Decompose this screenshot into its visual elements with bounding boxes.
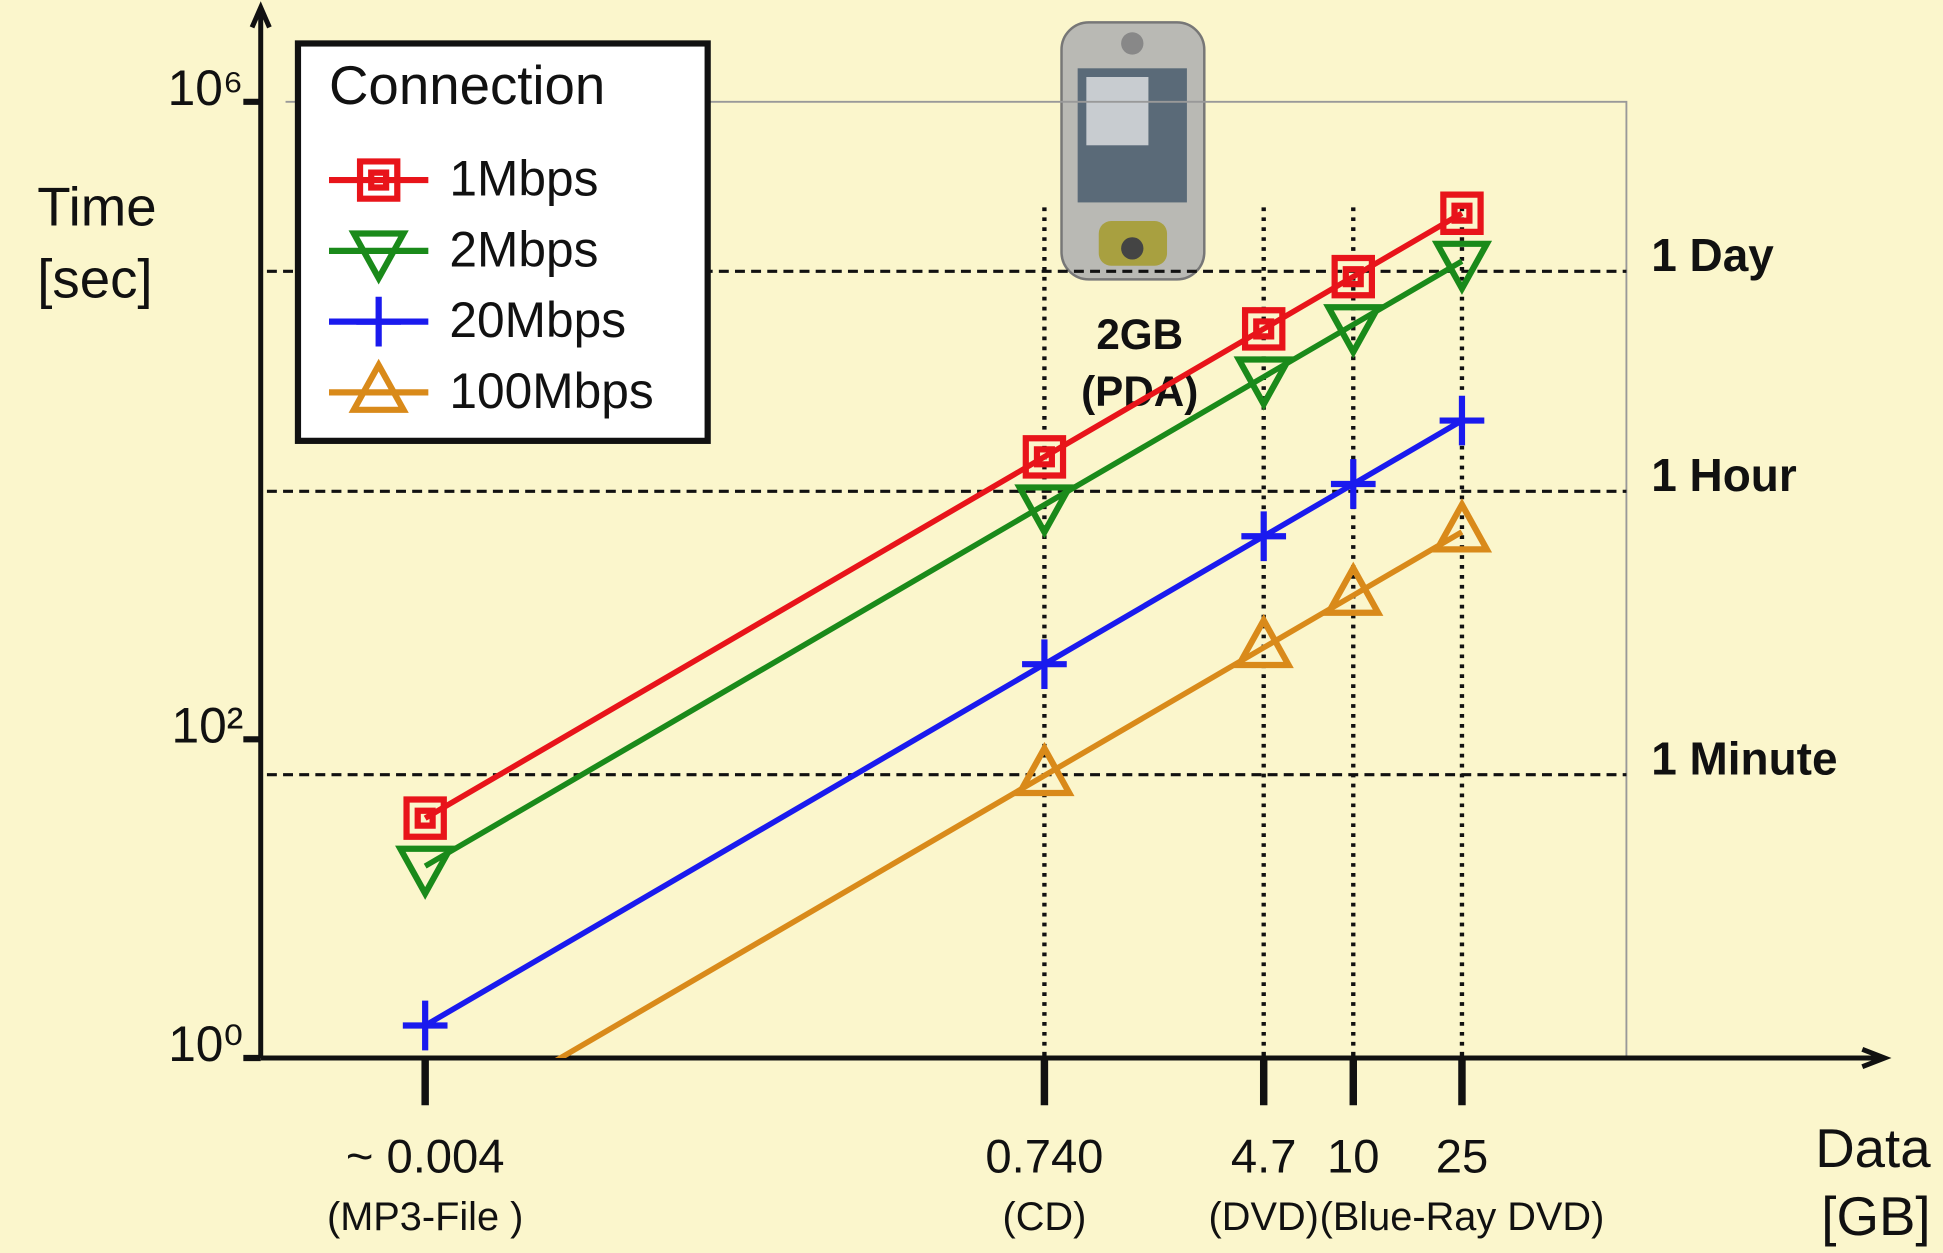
x-tick-label: 4.7 bbox=[1231, 1129, 1297, 1182]
annotation: 2GB bbox=[1096, 311, 1183, 358]
y-axis-label: Time bbox=[37, 177, 156, 238]
x-tick-note: (DVD) bbox=[1209, 1195, 1319, 1239]
x-tick-label: 10 bbox=[1327, 1129, 1379, 1182]
x-axis-label: [GB] bbox=[1821, 1186, 1930, 1247]
x-tick-note: (MP3-File ) bbox=[327, 1195, 523, 1239]
x-tick-note: (CD) bbox=[1003, 1195, 1087, 1239]
series-line bbox=[425, 421, 1462, 1026]
marker bbox=[1241, 511, 1286, 561]
x-axis-label: Data bbox=[1815, 1118, 1931, 1179]
x-tick-note: (Blue-Ray DVD) bbox=[1320, 1195, 1605, 1239]
x-tick-label: 25 bbox=[1436, 1129, 1488, 1182]
marker bbox=[1331, 459, 1376, 509]
marker bbox=[1440, 396, 1485, 446]
legend-label: 2Mbps bbox=[449, 221, 598, 277]
y-axis-label: [sec] bbox=[37, 249, 152, 310]
y-axis bbox=[252, 7, 269, 1058]
chart: 1 Day 1 Hour 1 Minute ~ 0.004 (MP3-File ) 0.7… bbox=[0, 0, 1943, 1253]
legend-title: Connection bbox=[329, 55, 605, 116]
y-tick-label: 10⁰ bbox=[168, 1016, 243, 1072]
pda-image bbox=[1062, 22, 1205, 279]
x-tick-label: ~ 0.004 bbox=[346, 1129, 505, 1182]
y-tick-label: 10² bbox=[172, 697, 244, 753]
x-tick-label: 0.740 bbox=[985, 1129, 1103, 1182]
reference-label: 1 Minute bbox=[1651, 732, 1837, 784]
legend-label: 100Mbps bbox=[449, 363, 653, 419]
reference-label: 1 Hour bbox=[1651, 449, 1797, 501]
reference-label: 1 Day bbox=[1651, 229, 1774, 281]
series-line bbox=[425, 532, 1462, 1137]
y-tick-label: 10⁶ bbox=[168, 60, 244, 116]
marker bbox=[407, 800, 444, 837]
legend-label: 20Mbps bbox=[449, 292, 626, 348]
x-axis bbox=[261, 1049, 1885, 1066]
marker bbox=[403, 1001, 448, 1051]
marker bbox=[1022, 639, 1067, 689]
legend-label: 1Mbps bbox=[449, 151, 598, 207]
